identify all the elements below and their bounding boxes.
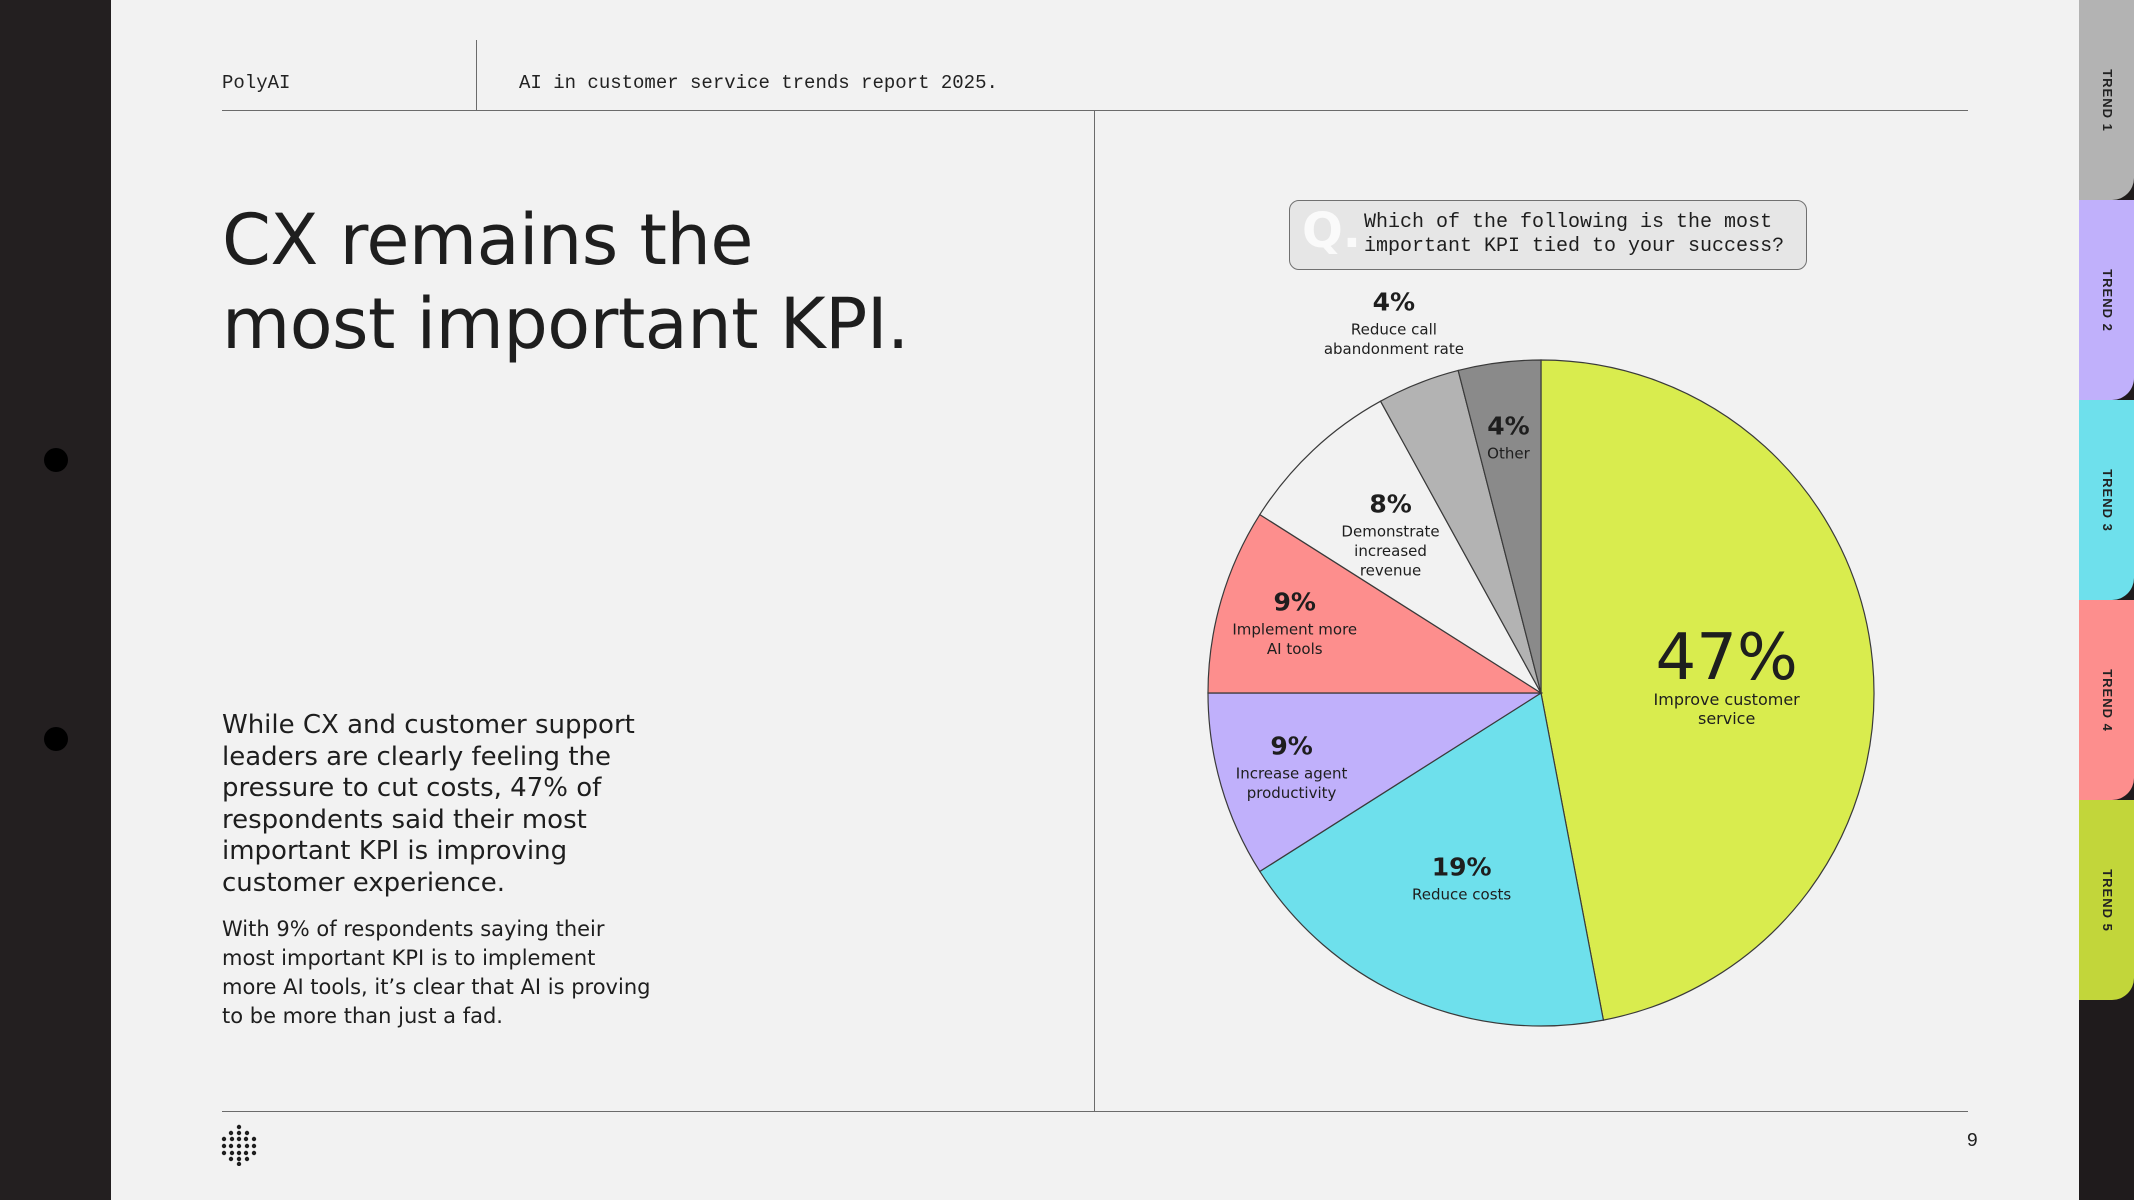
slice-category-label: Demonstrate (1341, 522, 1439, 540)
trend-tabs: TREND 1 TREND 2 TREND 3 TREND 4 TREND 5 (2079, 0, 2134, 1200)
slice-category-label: service (1698, 709, 1755, 728)
tab-trend-2[interactable]: TREND 2 (2079, 200, 2134, 400)
question-text: Which of the following is the most impor… (1364, 211, 1785, 258)
tab-trend-1[interactable]: TREND 1 (2079, 0, 2134, 200)
brand-name: PolyAI (222, 72, 291, 94)
slice-percent-label: 8% (1369, 489, 1411, 518)
slice-category-label: productivity (1247, 784, 1337, 802)
survey-question-box: Q. Which of the following is the most im… (1289, 200, 1807, 270)
binder-strip (0, 0, 111, 1200)
page-headline: CX remains the most important KPI. (222, 198, 1022, 366)
header-vertical-divider (476, 40, 477, 110)
pie-slice (1207, 513, 1544, 694)
footer-divider (222, 1111, 1968, 1112)
binder-hole (44, 448, 68, 472)
slice-percent-label: 9% (1274, 588, 1316, 617)
slice-percent-label: 47% (1656, 621, 1798, 695)
slice-percent-label: 4% (1373, 288, 1415, 317)
page-number: 9 (1966, 1130, 1978, 1152)
tab-trend-5[interactable]: TREND 5 (2079, 800, 2134, 1000)
polyai-logo-icon (221, 1124, 257, 1166)
tab-label: TREND 3 (2099, 468, 2115, 532)
tab-label: TREND 5 (2099, 868, 2115, 932)
slice-category-label: Reduce call (1351, 321, 1437, 339)
question-letter: Q. (1302, 203, 1362, 259)
tab-label: TREND 1 (2099, 68, 2115, 132)
tab-trend-3[interactable]: TREND 3 (2079, 400, 2134, 600)
slice-category-label: Implement more (1232, 621, 1357, 639)
pie-slice (1457, 359, 1542, 694)
body-paragraph: With 9% of respondents saying their most… (222, 917, 651, 1028)
slice-category-label: Other (1487, 444, 1530, 462)
slice-category-label: Increase agent (1236, 765, 1348, 783)
slice-category-label: abandonment rate (1324, 340, 1464, 358)
tab-label: TREND 2 (2099, 268, 2115, 332)
slice-category-label: increased (1354, 542, 1427, 560)
report-title: AI in customer service trends report 202… (519, 72, 998, 94)
slice-category-label: AI tools (1267, 640, 1323, 658)
headline-line-1: CX remains the (222, 199, 753, 281)
header-divider (222, 110, 1968, 111)
binder-hole (44, 727, 68, 751)
slice-category-label: revenue (1360, 561, 1421, 579)
slice-percent-label: 19% (1432, 852, 1492, 881)
headline-line-2: most important KPI. (222, 283, 909, 365)
slice-percent-label: 9% (1270, 732, 1312, 761)
slice-category-label: Improve customer (1654, 690, 1801, 709)
slice-percent-label: 4% (1487, 411, 1529, 440)
lead-paragraph: While CX and customer support leaders ar… (222, 710, 635, 898)
pie-slice (1259, 400, 1542, 694)
pie-slice (1207, 692, 1544, 873)
slice-category-label: Reduce costs (1412, 885, 1511, 903)
tab-trend-4[interactable]: TREND 4 (2079, 600, 2134, 800)
column-divider (1094, 110, 1095, 1112)
pie-slice (1540, 359, 1875, 1021)
pie-slice (1259, 692, 1605, 1027)
tab-label: TREND 4 (2099, 668, 2115, 732)
